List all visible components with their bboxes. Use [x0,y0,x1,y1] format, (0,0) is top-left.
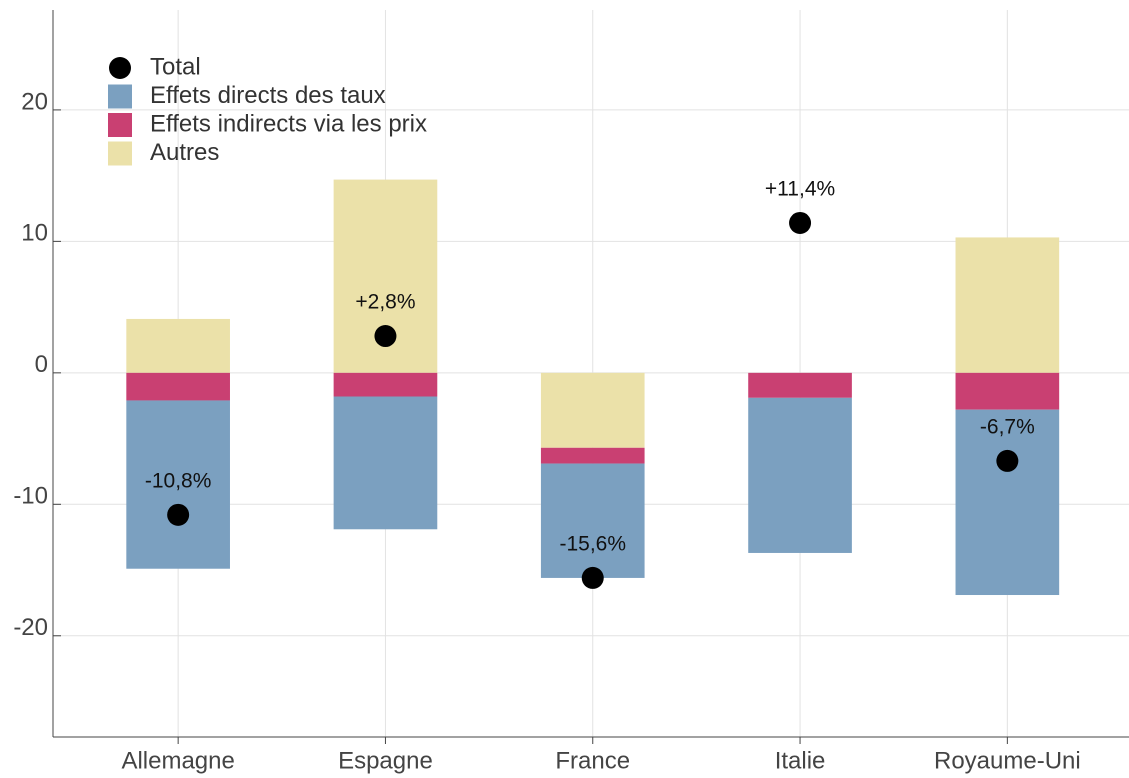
bar [748,397,852,553]
value-label: -15,6% [559,532,626,555]
bar [540,372,645,448]
total-dot [374,325,397,348]
bar [955,409,1060,596]
bar [126,318,230,373]
x-tick-label: Espagne [338,747,433,774]
total-dot [581,566,604,589]
value-label: -6,7% [980,415,1035,438]
value-label: +11,4% [765,178,835,201]
bar [748,372,852,398]
y-tick-label: -20 [13,614,48,641]
bar [540,463,645,578]
x-tick-label: Royaume-Uni [934,747,1081,774]
bar [126,400,230,569]
y-tick-label: 0 [35,351,48,378]
legend-swatch [109,57,131,79]
value-label: +2,8% [355,291,415,314]
legend-swatch [108,141,132,166]
legend-label: Autres [150,139,219,166]
legend-swatch [108,113,132,137]
x-tick-label: Italie [775,747,826,774]
y-tick-label: -10 [13,483,48,510]
bar [126,372,230,401]
y-tick-label: 10 [21,220,48,247]
bar [955,237,1060,373]
legend-swatch [108,84,132,109]
x-tick-label: France [555,747,630,774]
legend-label: Total [150,53,201,80]
x-tick-label: Allemagne [121,747,234,774]
bar [333,396,438,530]
total-dot [789,211,812,234]
legend-label: Effets directs des taux [150,82,386,109]
legend-label: Effets indirects via les prix [150,110,427,137]
value-label: -10,8% [145,469,212,492]
bar [333,372,438,397]
total-dot [996,449,1019,472]
total-dot [167,503,190,526]
y-tick-label: 20 [21,88,48,115]
bar [955,372,1060,410]
bar [540,447,645,464]
